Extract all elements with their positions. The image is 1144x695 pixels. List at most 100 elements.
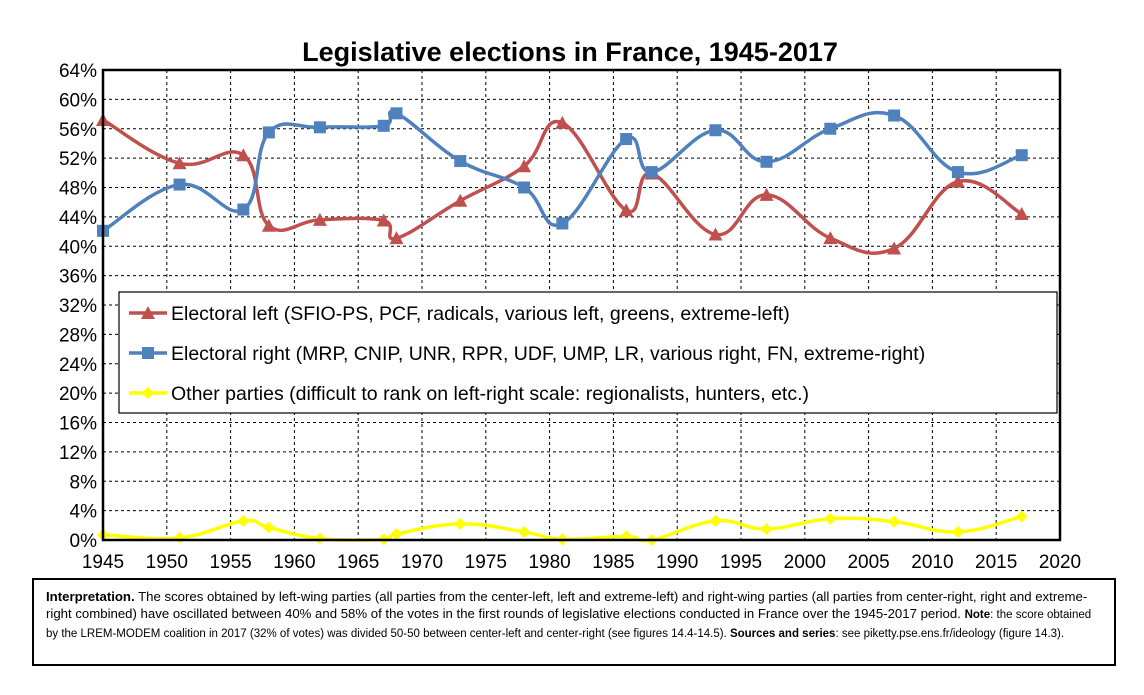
data-point <box>1015 510 1028 523</box>
data-point <box>645 166 658 179</box>
data-point <box>887 241 902 255</box>
data-point <box>262 521 275 534</box>
data-point <box>951 525 964 538</box>
data-point <box>390 528 403 541</box>
x-tick-label: 1960 <box>273 552 315 573</box>
y-tick-label: 60% <box>59 90 97 111</box>
y-axis-tick-labels: 0% 4% 8% 12% 16% 20% 24% 28% 32% 36% 40% 44% 48% 52% 5… <box>59 61 97 552</box>
legend-item: Electoral left (SFIO-PS, PCF, radicals, … <box>129 303 790 325</box>
y-tick-label: 28% <box>59 325 97 346</box>
x-tick-label: 2010 <box>911 552 953 573</box>
legend-label: Electoral left (SFIO-PS, PCF, radicals, … <box>171 303 790 325</box>
data-point <box>518 181 531 194</box>
data-point <box>1014 206 1029 220</box>
data-point <box>262 126 275 139</box>
data-point <box>376 213 391 227</box>
y-tick-label: 64% <box>59 61 97 82</box>
sources-label: Sources and series <box>729 628 836 640</box>
data-point <box>1015 149 1028 162</box>
x-tick-label: 2005 <box>847 552 889 573</box>
data-point <box>709 514 722 527</box>
data-point <box>824 512 837 525</box>
data-point <box>390 107 403 120</box>
x-tick-label: 1945 <box>82 552 124 573</box>
legend-box <box>118 291 1058 414</box>
x-tick-label: 2020 <box>1039 552 1081 573</box>
chart-title: Legislative elections in France, 1945-20… <box>302 37 838 67</box>
x-tick-label: 1955 <box>209 552 251 573</box>
line-chart: Legislative elections in France, 1945-20… <box>59 37 1081 573</box>
x-tick-label: 2015 <box>975 552 1017 573</box>
data-point <box>173 531 186 544</box>
data-point <box>312 212 327 226</box>
y-tick-label: 4% <box>70 502 98 523</box>
data-point <box>313 121 326 134</box>
legend-swatch-marker <box>142 347 154 359</box>
y-tick-label: 24% <box>59 355 97 376</box>
data-point <box>313 532 326 545</box>
series-line <box>102 514 1023 543</box>
y-tick-label: 40% <box>59 237 97 258</box>
data-point <box>556 217 569 230</box>
data-point <box>555 115 570 129</box>
data-point <box>518 525 531 538</box>
series-line <box>102 118 1023 255</box>
legend-label: Other parties (difficult to rank on left… <box>171 383 809 405</box>
data-point <box>517 159 532 173</box>
interpretation-label: Interpretation. <box>46 589 135 604</box>
note-label: Note <box>964 609 991 621</box>
y-tick-label: 0% <box>70 531 98 552</box>
data-point <box>389 231 404 245</box>
data-point <box>823 231 838 245</box>
y-tick-label: 20% <box>59 384 97 405</box>
data-point <box>237 514 250 527</box>
y-tick-label: 48% <box>59 179 97 200</box>
data-point <box>236 148 251 162</box>
data-point <box>759 187 774 201</box>
y-tick-label: 12% <box>59 443 97 464</box>
data-point <box>950 174 965 188</box>
x-tick-label: 1990 <box>656 552 698 573</box>
data-point <box>237 203 250 216</box>
data-point <box>888 515 901 528</box>
data-point <box>377 119 390 132</box>
series-line <box>102 109 1023 233</box>
legend-item: Electoral right (MRP, CNIP, UNR, RPR, UD… <box>129 343 925 365</box>
sources-text: : see piketty.pse.ens.fr/ideology (figur… <box>835 628 1065 640</box>
legend-label: Electoral right (MRP, CNIP, UNR, RPR, UD… <box>171 343 925 365</box>
legend: Electoral left (SFIO-PS, PCF, radicals, … <box>118 291 1058 414</box>
data-point <box>172 156 187 170</box>
y-tick-label: 8% <box>70 472 98 493</box>
y-tick-label: 16% <box>59 414 97 435</box>
y-tick-label: 56% <box>59 120 97 141</box>
data-point <box>951 166 964 179</box>
series-square <box>97 107 1028 237</box>
data-point <box>708 227 723 241</box>
data-point <box>888 109 901 122</box>
x-tick-label: 1975 <box>465 552 507 573</box>
interpretation-text: The scores obtained by left-wing parties… <box>46 589 1088 621</box>
legend-swatch-marker <box>142 387 154 399</box>
y-tick-label: 36% <box>59 267 97 288</box>
data-point <box>709 124 722 137</box>
y-tick-label: 44% <box>59 208 97 229</box>
x-tick-label: 1995 <box>720 552 762 573</box>
data-point <box>173 178 186 191</box>
x-tick-label: 1950 <box>146 552 188 573</box>
data-point <box>453 193 468 207</box>
x-tick-label: 1965 <box>337 552 379 573</box>
series-triangle <box>96 112 1029 255</box>
x-tick-label: 1970 <box>401 552 443 573</box>
plot-frame <box>101 68 1062 542</box>
x-tick-label: 2000 <box>784 552 826 573</box>
y-tick-label: 32% <box>59 296 97 317</box>
legend-item: Other parties (difficult to rank on left… <box>129 383 809 405</box>
data-point <box>620 133 633 146</box>
data-point <box>760 522 773 535</box>
data-point <box>454 155 467 168</box>
data-point <box>619 203 634 217</box>
x-tick-label: 1980 <box>528 552 570 573</box>
data-point <box>824 122 837 135</box>
x-axis-tick-labels: 1945 1950 1955 1960 1965 1970 1975 1980 1985 1990… <box>82 552 1081 573</box>
y-tick-label: 52% <box>59 149 97 170</box>
